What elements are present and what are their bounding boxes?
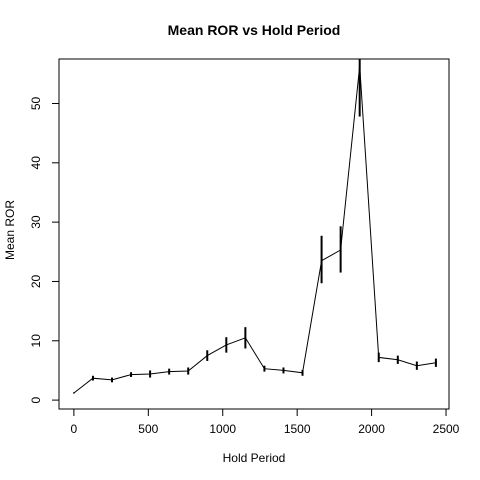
data-point	[320, 259, 323, 262]
data-point	[396, 358, 399, 361]
y-axis: 0 10 20 30 40 50	[29, 96, 60, 403]
data-point	[206, 354, 209, 357]
data-point	[339, 249, 342, 251]
plot-marks	[73, 59, 437, 394]
y-tick-label: 30	[29, 215, 43, 229]
data-point	[282, 369, 285, 372]
y-tick-label: 50	[29, 96, 43, 110]
x-tick-label: 2000	[358, 422, 385, 436]
data-point	[263, 367, 266, 370]
series-line	[73, 66, 436, 394]
chart-title: Mean ROR vs Hold Period	[168, 22, 341, 38]
data-point	[435, 361, 437, 364]
x-tick-label: 2500	[433, 422, 460, 436]
y-axis-label: Mean ROR	[3, 200, 17, 260]
x-axis: 0 500 1000 1500 2000 2500	[71, 408, 460, 436]
data-point	[225, 344, 228, 346]
data-point	[73, 392, 75, 394]
y-tick-label: 0	[29, 396, 43, 403]
plot-box	[58, 58, 450, 410]
data-point	[149, 373, 151, 375]
y-tick-label: 20	[29, 274, 43, 288]
data-point	[130, 373, 132, 376]
x-tick-label: 0	[71, 422, 78, 436]
y-tick-label: 10	[29, 334, 43, 348]
x-axis-label: Hold Period	[223, 451, 286, 465]
data-point	[416, 364, 418, 367]
data-point	[92, 377, 94, 379]
data-point	[377, 356, 380, 359]
x-tick-label: 1000	[209, 422, 236, 436]
y-tick-label: 40	[29, 156, 43, 170]
x-tick-label: 500	[138, 422, 158, 436]
data-point	[358, 65, 361, 67]
data-point	[111, 379, 113, 381]
x-tick-label: 1500	[284, 422, 311, 436]
data-point	[301, 372, 304, 374]
data-point	[187, 370, 190, 372]
data-point	[168, 370, 170, 373]
data-point	[244, 337, 247, 339]
